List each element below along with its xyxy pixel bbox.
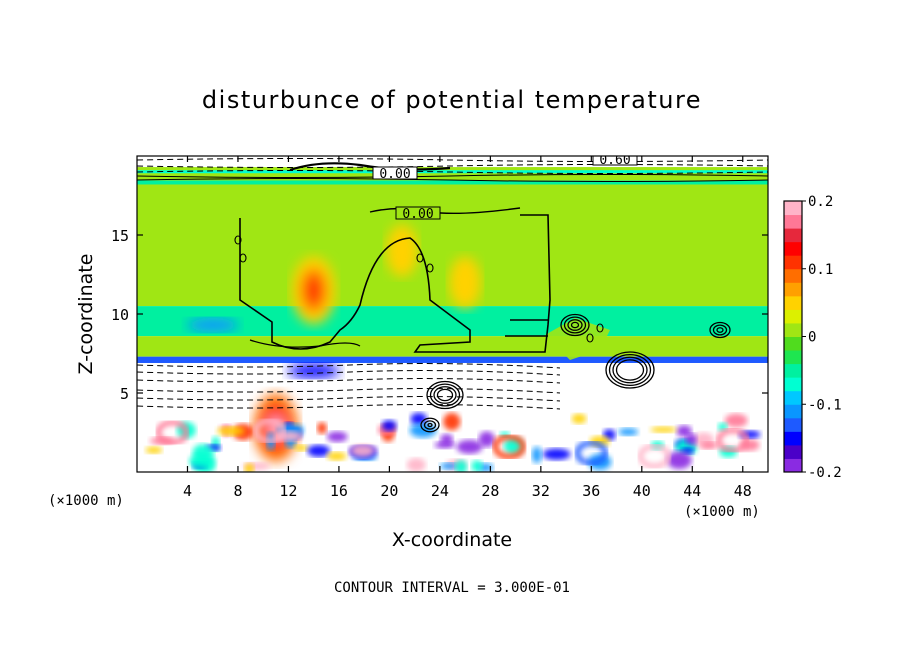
colorbar-swatch-15: [784, 255, 802, 270]
x-tick-label-9: 40: [633, 482, 651, 500]
y-tick-label-2: 15: [111, 227, 129, 245]
x-tick-label-7: 32: [532, 482, 550, 500]
x-axis-label: X-coordinate: [392, 529, 512, 551]
feature-2: [449, 256, 482, 309]
x-tick-label-6: 28: [481, 482, 499, 500]
band-3: [137, 336, 768, 357]
colorbar-label-0: -0.2: [808, 465, 842, 481]
colorbar-swatch-2: [784, 431, 802, 446]
colorbar-swatch-3: [784, 417, 802, 432]
color-bands: [137, 167, 768, 363]
y-axis-label: Z-coordinate: [75, 254, 97, 375]
colorbar-swatch-7: [784, 363, 802, 378]
band-4: [137, 356, 768, 363]
contour-label-bg-1: [395, 206, 441, 220]
contour-label-bg-0: [592, 156, 638, 166]
colorbar-label-3: 0.1: [808, 262, 833, 278]
x-tick-label-1: 8: [233, 482, 242, 500]
contour-label-0: 0.60: [599, 153, 630, 168]
feature-4: [287, 363, 340, 378]
contour-lines: 0.60 0.00 0.00: [137, 153, 768, 433]
x-tick-label-8: 36: [582, 482, 600, 500]
colorbar-swatch-19: [784, 201, 802, 216]
colorbar-swatch-9: [784, 336, 802, 351]
colorbar-swatch-18: [784, 214, 802, 229]
colorbar-swatch-13: [784, 282, 802, 297]
x-tick-label-10: 44: [683, 482, 701, 500]
colorbar: -0.2 -0.1 0 0.1 0.2: [783, 194, 842, 481]
colorbar-swatch-8: [784, 350, 802, 365]
turbulent-region: [145, 318, 761, 472]
colorbar-swatch-11: [784, 309, 802, 324]
plot-area: 0.60 0.00 0.00: [137, 153, 768, 472]
feature-3: [186, 318, 239, 333]
band-cyan-top: [137, 180, 768, 185]
y-tick-label-1: 10: [111, 306, 129, 324]
colorbar-swatch-5: [784, 390, 802, 405]
feature-1: [386, 224, 419, 277]
colorbar-swatch-17: [784, 228, 802, 243]
contour-label-1: 0.00: [402, 207, 433, 222]
contour-interval: CONTOUR INTERVAL = 3.000E-01: [334, 580, 570, 596]
y-tick-label-0: 5: [120, 385, 129, 403]
contour-label-bg-2: [372, 166, 418, 180]
colorbar-swatch-0: [784, 458, 802, 473]
x-tick-label-2: 12: [279, 482, 297, 500]
colorbar-label-2: 0: [808, 330, 816, 346]
y-axis: 5 10 15: [111, 227, 768, 403]
x-tick-label-11: 48: [734, 482, 752, 500]
x-tick-label-5: 24: [431, 482, 449, 500]
colorbar-swatch-14: [784, 268, 802, 283]
feature-0: [291, 256, 336, 325]
colorbar-swatch-10: [784, 322, 802, 337]
x-unit-right: (×1000 m): [684, 504, 760, 520]
chart-title: disturbunce of potential temperature: [201, 86, 703, 114]
colorbar-swatch-12: [784, 295, 802, 310]
x-tick-label-4: 20: [380, 482, 398, 500]
colorbar-swatch-1: [784, 444, 802, 459]
colorbar-swatch-4: [784, 404, 802, 419]
x-axis: 4 8 12 16 20 24 28 32 36 40 44 48: [183, 156, 752, 500]
x-tick-label-3: 16: [330, 482, 348, 500]
colorbar-label-4: 0.2: [808, 194, 833, 210]
x-unit-left: (×1000 m): [48, 493, 124, 509]
colorbar-swatch-16: [784, 241, 802, 256]
x-tick-label-0: 4: [183, 482, 192, 500]
colorbar-swatch-6: [784, 377, 802, 392]
colorbar-label-1: -0.1: [808, 397, 842, 413]
band-2: [137, 306, 768, 337]
contour-label-2: 0.00: [379, 167, 410, 182]
